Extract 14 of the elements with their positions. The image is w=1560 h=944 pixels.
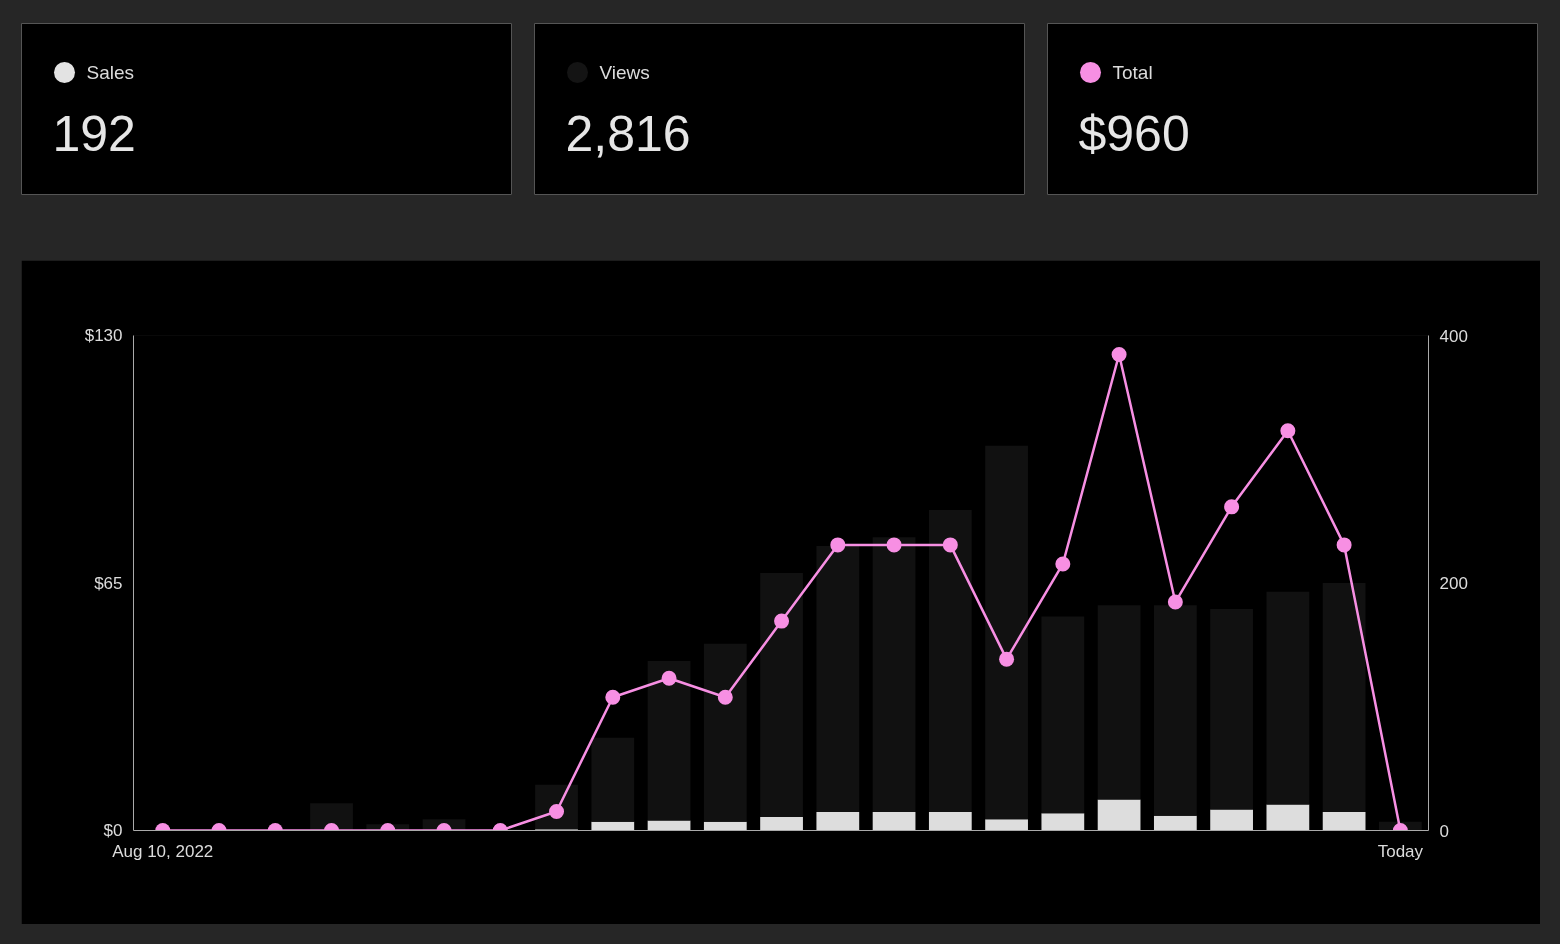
y2-tick-label: 200 <box>1439 574 1468 593</box>
legend-label: Total <box>1112 62 1153 83</box>
legend-label: Sales <box>86 62 135 83</box>
y-tick-label: $65 <box>94 573 123 593</box>
y-tick-label: $130 <box>84 326 123 345</box>
text: 192 <box>52 106 136 162</box>
text: $960 <box>1078 105 1190 162</box>
y-tick-label: $0 <box>103 821 123 840</box>
x-tick-label: Today <box>1377 841 1424 861</box>
y2-tick-label: 0 <box>1439 821 1449 841</box>
x-tick-label: Aug 10, 2022 <box>112 841 214 861</box>
text: 2,816 <box>565 106 691 162</box>
y2-tick-label: 400 <box>1439 326 1468 346</box>
legend-label: Views <box>599 62 650 83</box>
